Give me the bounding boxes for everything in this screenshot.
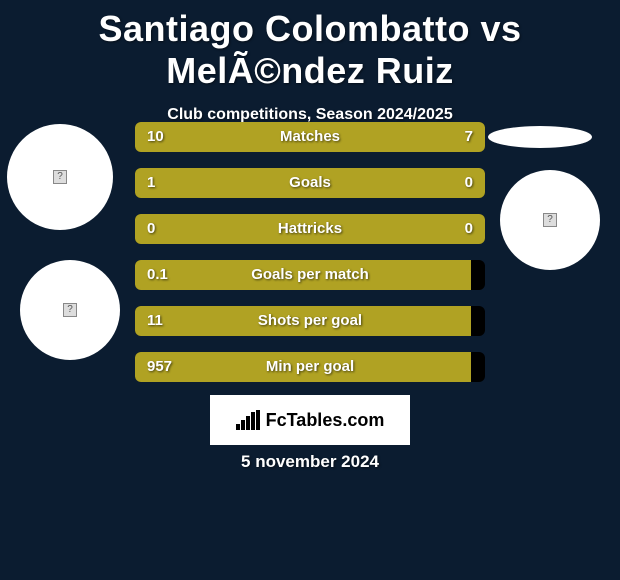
stat-row: 10Goals [135, 168, 485, 198]
player-right-avatar-1: ? [500, 170, 600, 270]
stat-row: 0.1Goals per match [135, 260, 485, 290]
stat-label: Goals [135, 168, 485, 198]
bars-icon [236, 410, 260, 430]
player-left-avatar-1: ? [7, 124, 113, 230]
image-placeholder-icon: ? [63, 303, 77, 317]
stat-label: Shots per goal [135, 306, 485, 336]
stat-label: Goals per match [135, 260, 485, 290]
stat-label: Min per goal [135, 352, 485, 382]
image-placeholder-icon: ? [543, 213, 557, 227]
date-text: 5 november 2024 [0, 452, 620, 472]
stat-row: 11Shots per goal [135, 306, 485, 336]
player-left-avatar-2: ? [20, 260, 120, 360]
brand-text: FcTables.com [266, 410, 385, 431]
stat-label: Hattricks [135, 214, 485, 244]
stat-row: 00Hattricks [135, 214, 485, 244]
stats-container: 107Matches 10Goals 00Hattricks 0.1Goals per… [135, 122, 485, 398]
stat-label: Matches [135, 122, 485, 152]
page-title: Santiago Colombatto vs MelÃ©ndez Ruiz [0, 0, 620, 92]
decorative-ellipse [488, 126, 592, 148]
stat-row: 107Matches [135, 122, 485, 152]
stat-row: 957Min per goal [135, 352, 485, 382]
brand-badge: FcTables.com [210, 395, 410, 445]
image-placeholder-icon: ? [53, 170, 67, 184]
